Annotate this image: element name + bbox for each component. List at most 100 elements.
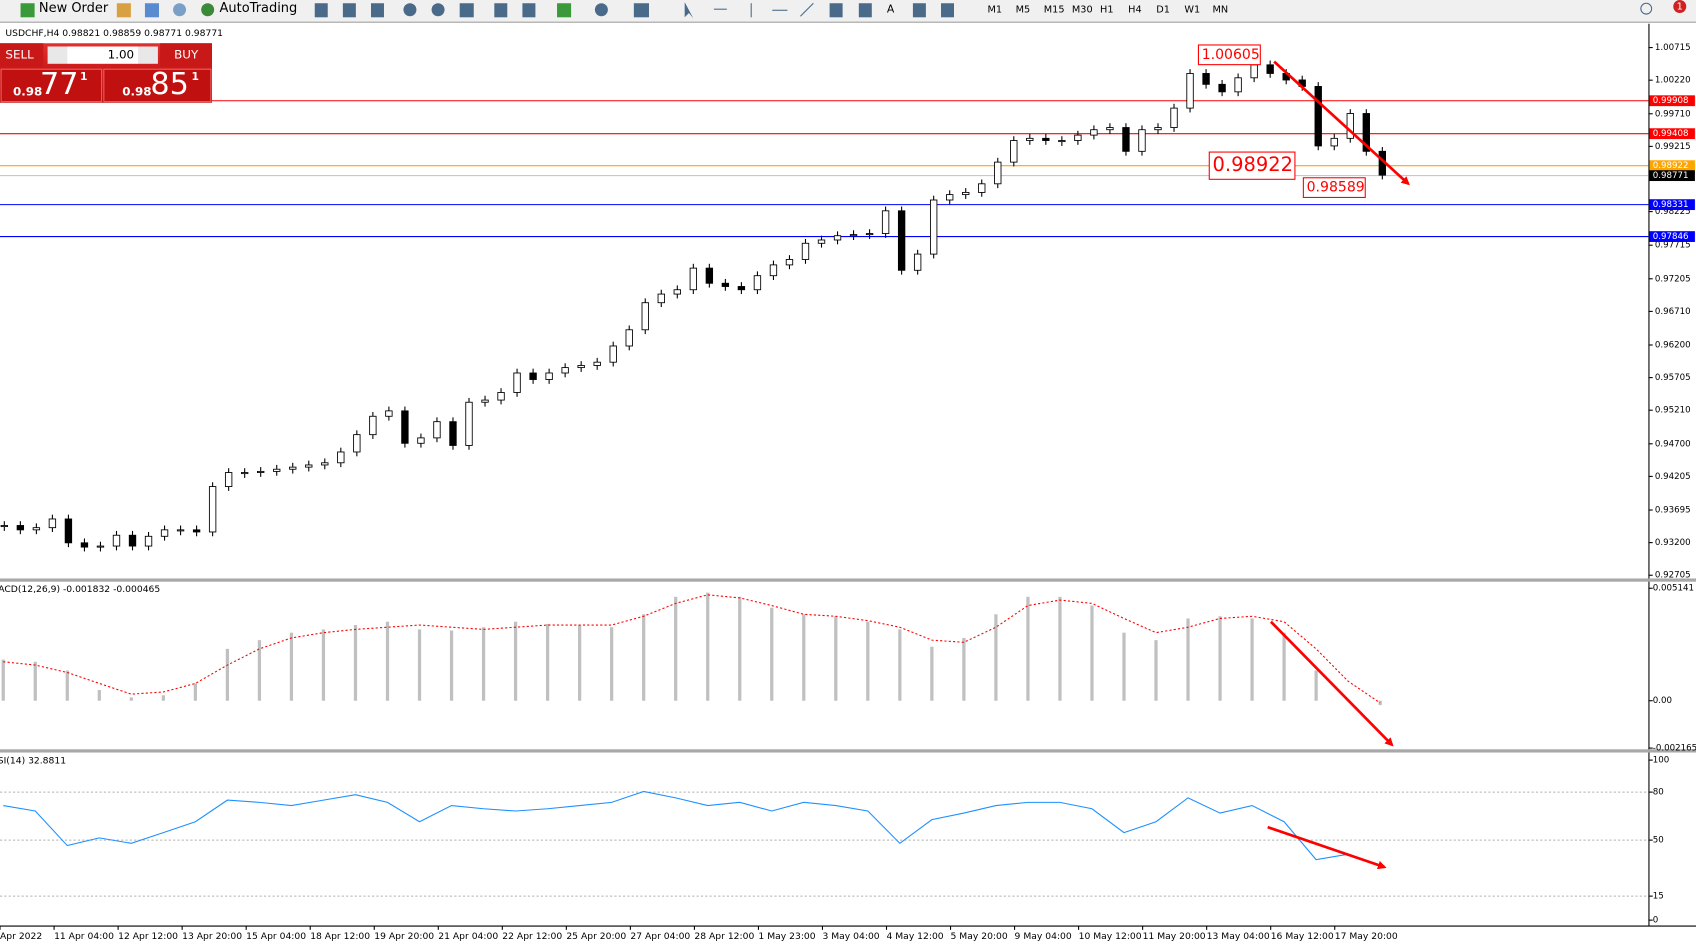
lot-value[interactable]: 1.00 bbox=[108, 48, 134, 62]
candle bbox=[1202, 73, 1210, 85]
text-tool[interactable]: A bbox=[887, 3, 895, 16]
candle bbox=[273, 468, 281, 472]
sell-price-box[interactable] bbox=[0, 68, 103, 103]
timeframe-button[interactable]: M15 bbox=[1044, 5, 1065, 16]
macd-bar bbox=[1154, 640, 1158, 701]
toolbar-icon[interactable] bbox=[858, 3, 872, 18]
price-level-tag bbox=[1649, 160, 1695, 172]
rsi-line bbox=[3, 790, 1381, 866]
timeframe-button[interactable]: MN bbox=[1213, 5, 1229, 16]
macd-bar bbox=[545, 623, 550, 701]
price-chart: 1.00715 1.00220 0.99710 0.99215 0.98225 0.977… bbox=[0, 43, 1695, 581]
sell-button[interactable] bbox=[0, 43, 44, 68]
candle bbox=[80, 542, 89, 548]
timeframe-button[interactable]: M30 bbox=[1072, 5, 1093, 16]
buy-button[interactable] bbox=[160, 43, 212, 68]
annotation-box bbox=[1208, 151, 1296, 180]
zoom-in[interactable] bbox=[403, 3, 417, 17]
notification-badge[interactable] bbox=[1673, 0, 1687, 13]
toolbar-icon[interactable] bbox=[371, 3, 384, 18]
trend-arrow bbox=[1273, 60, 1410, 186]
candle bbox=[1026, 137, 1034, 141]
macd-bar bbox=[321, 629, 326, 701]
toolbar-icon[interactable] bbox=[594, 3, 608, 17]
macd-bar bbox=[866, 621, 870, 701]
macd-bar bbox=[1314, 670, 1318, 701]
toolbar-icon[interactable] bbox=[144, 3, 159, 18]
annotation-label: 1.00605 bbox=[1202, 47, 1260, 63]
lot-down[interactable] bbox=[47, 46, 68, 64]
toolbar-icon[interactable] bbox=[522, 3, 536, 18]
timeframe-button[interactable]: D1 bbox=[1156, 5, 1170, 16]
timeframe-button[interactable]: H4 bbox=[1128, 5, 1142, 16]
crosshair-tool[interactable] bbox=[713, 8, 727, 10]
candle bbox=[16, 525, 25, 531]
timeframe-button[interactable]: H1 bbox=[1100, 5, 1114, 16]
toolbar-icon[interactable] bbox=[494, 3, 508, 18]
y-tick-label: 0.95705 bbox=[1655, 373, 1691, 383]
candle bbox=[369, 415, 377, 436]
x-tick-label: 13 Apr 20:00 bbox=[182, 931, 242, 942]
candle bbox=[737, 286, 746, 291]
candle bbox=[417, 437, 425, 444]
y-tick-label: 1.00715 bbox=[1655, 43, 1691, 53]
candle bbox=[561, 367, 569, 374]
candle bbox=[1010, 140, 1018, 163]
price-level-label: 0.98331 bbox=[1653, 200, 1689, 210]
timeframe-button[interactable]: M5 bbox=[1016, 5, 1031, 16]
toolbar-icon[interactable] bbox=[459, 3, 474, 18]
hline-tool[interactable] bbox=[772, 9, 788, 11]
y-tick-label: 0.93695 bbox=[1655, 506, 1691, 516]
symbol-header: USDCHF,H4 0.98821 0.98859 0.98771 0.9877… bbox=[5, 28, 223, 39]
toolbar-icon[interactable] bbox=[116, 3, 131, 18]
time-axis: Apr 2022 11 Apr 04:00 12 Apr 12:00 13 Apr 2… bbox=[0, 925, 1398, 942]
buy-price-big: 0.98 bbox=[122, 84, 151, 98]
trendline-tool[interactable] bbox=[800, 2, 814, 17]
candle bbox=[801, 242, 810, 260]
toolbar-icon[interactable] bbox=[342, 3, 356, 18]
candle bbox=[1346, 113, 1354, 139]
macd-bar bbox=[225, 648, 230, 701]
buy-price-box[interactable] bbox=[103, 68, 212, 103]
macd-bar bbox=[257, 640, 262, 701]
price-level-label: 0.99408 bbox=[1653, 129, 1689, 139]
sell-label[interactable]: SELL bbox=[5, 48, 34, 62]
macd-header: MACD(12,26,9) -0.001832 -0.000465 bbox=[0, 584, 160, 595]
zoom-out[interactable] bbox=[431, 3, 445, 17]
macd-bar bbox=[289, 632, 294, 701]
autotrading-button[interactable]: AutoTrading bbox=[220, 1, 298, 16]
toolbar-icon[interactable] bbox=[912, 3, 926, 18]
macd-bar bbox=[97, 690, 101, 701]
x-tick-label: 1 May 23:00 bbox=[758, 931, 815, 942]
new-order-icon[interactable] bbox=[20, 3, 35, 18]
trend-arrow bbox=[1269, 620, 1394, 747]
x-tick-label: 21 Apr 04:00 bbox=[438, 931, 498, 942]
vline-tool[interactable] bbox=[750, 3, 752, 18]
candle bbox=[609, 345, 617, 363]
search-button[interactable] bbox=[1640, 2, 1653, 15]
lot-input[interactable] bbox=[67, 46, 139, 64]
toolbar-icon[interactable] bbox=[314, 3, 328, 18]
lot-up[interactable] bbox=[138, 46, 158, 64]
timeframe-button[interactable]: M1 bbox=[988, 5, 1003, 16]
buy-label[interactable]: BUY bbox=[174, 48, 199, 62]
x-tick-label: 27 Apr 04:00 bbox=[630, 931, 690, 942]
x-tick-label: 12 Apr 12:00 bbox=[118, 931, 178, 942]
toolbar-icon[interactable] bbox=[829, 3, 843, 18]
toolbar-icon[interactable] bbox=[941, 3, 954, 18]
candle bbox=[817, 239, 826, 244]
candle bbox=[1170, 107, 1178, 128]
candle bbox=[1106, 127, 1114, 131]
macd-bar bbox=[962, 637, 966, 701]
new-order-button[interactable]: New Order bbox=[39, 1, 109, 16]
toolbar-icon[interactable] bbox=[557, 3, 572, 18]
timeframe-button[interactable]: W1 bbox=[1184, 5, 1200, 16]
candle bbox=[1250, 64, 1258, 79]
rsi-header: RSI(14) 32.8811 bbox=[0, 756, 66, 767]
autotrading-icon[interactable] bbox=[201, 3, 215, 17]
x-tick-label: 10 May 12:00 bbox=[1079, 931, 1142, 942]
toolbar-icon[interactable] bbox=[173, 3, 187, 17]
toolbar-icon[interactable] bbox=[633, 3, 649, 18]
cursor-tool[interactable] bbox=[684, 2, 694, 19]
candle bbox=[833, 235, 842, 241]
